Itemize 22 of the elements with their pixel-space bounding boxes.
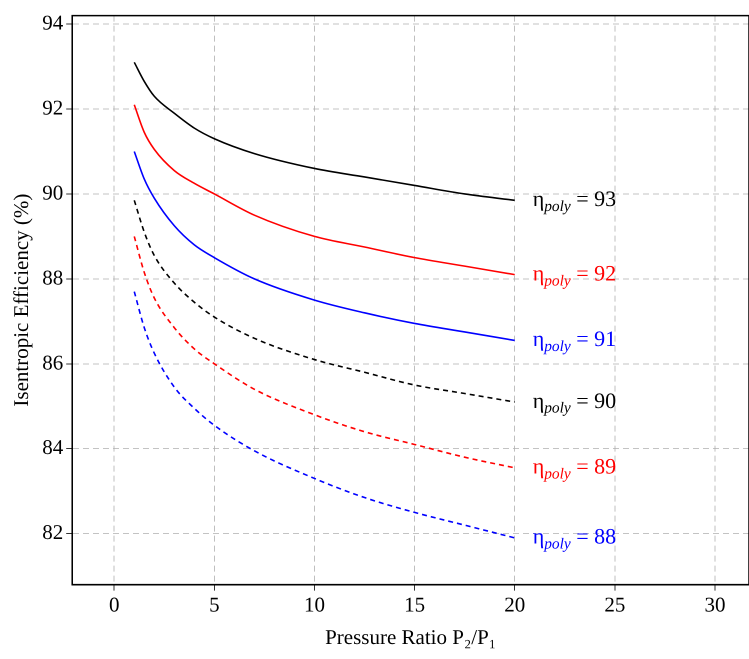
line-series <box>133 62 516 202</box>
y-tick-label: 92 <box>42 96 64 120</box>
y-tick-label: 88 <box>42 265 64 290</box>
x-tick-label: 25 <box>604 592 626 617</box>
x-tick-label: 0 <box>109 592 120 617</box>
x-tick-label: 10 <box>304 592 325 617</box>
y-tick-label: 94 <box>42 10 64 35</box>
line-series <box>133 104 516 276</box>
y-tick-label: 84 <box>42 435 64 460</box>
y-tick-label: 90 <box>42 180 64 204</box>
x-tick-label: 5 <box>209 592 220 617</box>
line-series <box>133 150 516 342</box>
x-tick-label: 15 <box>404 592 426 617</box>
y-tick-label: 86 <box>42 350 64 374</box>
line-series <box>133 290 516 539</box>
line-series <box>133 236 516 469</box>
x-tick-label: 30 <box>704 592 726 617</box>
x-axis-title: Pressure Ratio P₂/P₁ <box>325 624 496 649</box>
x-tick-label: 20 <box>504 592 526 617</box>
y-tick-label: 82 <box>42 520 64 544</box>
y-axis-title: Isentropic Efficiency (%) <box>9 194 34 407</box>
line-series <box>133 200 516 403</box>
